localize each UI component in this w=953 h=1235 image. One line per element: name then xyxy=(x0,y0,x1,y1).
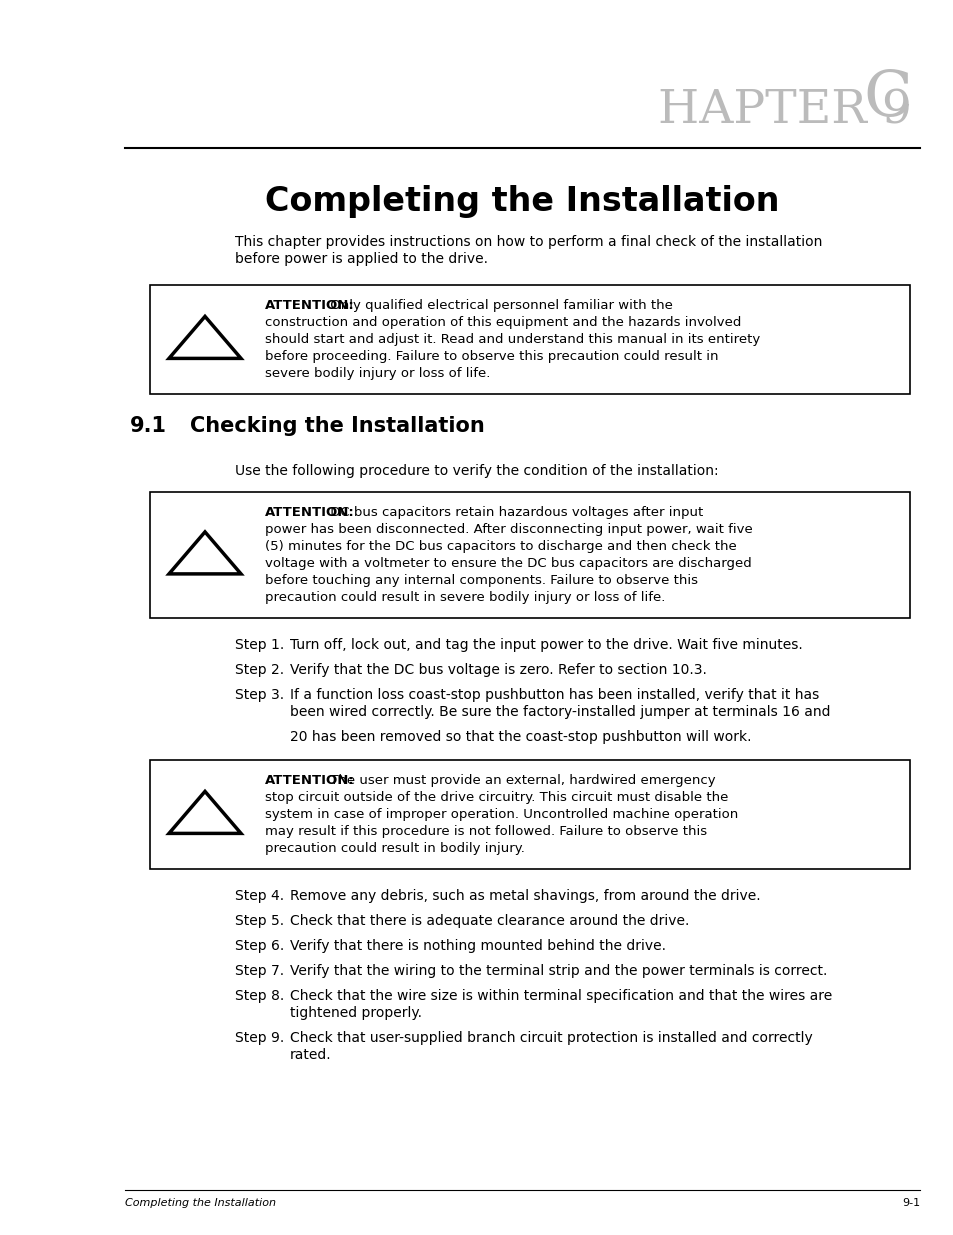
Polygon shape xyxy=(169,532,241,574)
Text: Step 4.: Step 4. xyxy=(234,889,284,903)
Text: Checking the Installation: Checking the Installation xyxy=(190,416,484,436)
Text: (5) minutes for the DC bus capacitors to discharge and then check the: (5) minutes for the DC bus capacitors to… xyxy=(265,540,736,553)
Text: Completing the Installation: Completing the Installation xyxy=(265,185,779,219)
Text: Check that user-supplied branch circuit protection is installed and correctly: Check that user-supplied branch circuit … xyxy=(290,1031,812,1045)
Bar xyxy=(150,492,909,618)
Text: C: C xyxy=(862,69,911,130)
Text: voltage with a voltmeter to ensure the DC bus capacitors are discharged: voltage with a voltmeter to ensure the D… xyxy=(265,557,751,571)
Text: If a function loss coast-stop pushbutton has been installed, verify that it has: If a function loss coast-stop pushbutton… xyxy=(290,688,819,701)
Text: Verify that there is nothing mounted behind the drive.: Verify that there is nothing mounted beh… xyxy=(290,939,665,953)
Text: precaution could result in bodily injury.: precaution could result in bodily injury… xyxy=(265,842,524,855)
Text: ATTENTION:: ATTENTION: xyxy=(265,506,355,519)
Text: Step 5.: Step 5. xyxy=(234,914,284,927)
Text: stop circuit outside of the drive circuitry. This circuit must disable the: stop circuit outside of the drive circui… xyxy=(265,790,727,804)
Text: ATTENTION:: ATTENTION: xyxy=(265,774,355,787)
Text: power has been disconnected. After disconnecting input power, wait five: power has been disconnected. After disco… xyxy=(265,522,752,536)
Text: This chapter provides instructions on how to perform a final check of the instal: This chapter provides instructions on ho… xyxy=(234,235,821,249)
Text: Verify that the DC bus voltage is zero. Refer to section 10.3.: Verify that the DC bus voltage is zero. … xyxy=(290,663,706,677)
Text: ATTENTION:: ATTENTION: xyxy=(265,299,355,312)
Text: should start and adjust it. Read and understand this manual in its entirety: should start and adjust it. Read and und… xyxy=(265,333,760,346)
Text: Turn off, lock out, and tag the input power to the drive. Wait five minutes.: Turn off, lock out, and tag the input po… xyxy=(290,638,801,652)
Text: Verify that the wiring to the terminal strip and the power terminals is correct.: Verify that the wiring to the terminal s… xyxy=(290,965,826,978)
Text: 9-1: 9-1 xyxy=(901,1198,919,1208)
Text: before power is applied to the drive.: before power is applied to the drive. xyxy=(234,252,488,266)
Text: Step 1.: Step 1. xyxy=(234,638,284,652)
Text: severe bodily injury or loss of life.: severe bodily injury or loss of life. xyxy=(265,367,490,380)
Text: may result if this procedure is not followed. Failure to observe this: may result if this procedure is not foll… xyxy=(265,825,706,839)
Text: Step 9.: Step 9. xyxy=(234,1031,284,1045)
Text: The user must provide an external, hardwired emergency: The user must provide an external, hardw… xyxy=(326,774,715,787)
Text: Only qualified electrical personnel familiar with the: Only qualified electrical personnel fami… xyxy=(326,299,672,312)
Text: Step 3.: Step 3. xyxy=(234,688,284,701)
Text: Remove any debris, such as metal shavings, from around the drive.: Remove any debris, such as metal shaving… xyxy=(290,889,760,903)
Text: Use the following procedure to verify the condition of the installation:: Use the following procedure to verify th… xyxy=(234,464,718,478)
Text: 9.1: 9.1 xyxy=(130,416,167,436)
Text: precaution could result in severe bodily injury or loss of life.: precaution could result in severe bodily… xyxy=(265,592,664,604)
Text: construction and operation of this equipment and the hazards involved: construction and operation of this equip… xyxy=(265,316,740,329)
Text: been wired correctly. Be sure the factory-installed jumper at terminals 16 and: been wired correctly. Be sure the factor… xyxy=(290,705,830,719)
Text: DC bus capacitors retain hazardous voltages after input: DC bus capacitors retain hazardous volta… xyxy=(326,506,702,519)
Text: HAPTER 9: HAPTER 9 xyxy=(658,88,911,133)
Text: Step 2.: Step 2. xyxy=(234,663,284,677)
Bar xyxy=(150,285,909,394)
Text: Step 7.: Step 7. xyxy=(234,965,284,978)
Text: rated.: rated. xyxy=(290,1049,332,1062)
Text: before touching any internal components. Failure to observe this: before touching any internal components.… xyxy=(265,574,698,587)
Text: 20 has been removed so that the coast-stop pushbutton will work.: 20 has been removed so that the coast-st… xyxy=(290,730,751,743)
Polygon shape xyxy=(169,792,241,834)
Text: Completing the Installation: Completing the Installation xyxy=(125,1198,275,1208)
Text: Check that the wire size is within terminal specification and that the wires are: Check that the wire size is within termi… xyxy=(290,989,831,1003)
Text: tightened properly.: tightened properly. xyxy=(290,1007,421,1020)
Text: before proceeding. Failure to observe this precaution could result in: before proceeding. Failure to observe th… xyxy=(265,350,718,363)
Text: Check that there is adequate clearance around the drive.: Check that there is adequate clearance a… xyxy=(290,914,689,927)
Bar xyxy=(150,760,909,869)
Polygon shape xyxy=(169,316,241,358)
Text: system in case of improper operation. Uncontrolled machine operation: system in case of improper operation. Un… xyxy=(265,808,738,821)
Text: Step 8.: Step 8. xyxy=(234,989,284,1003)
Text: Step 6.: Step 6. xyxy=(234,939,284,953)
